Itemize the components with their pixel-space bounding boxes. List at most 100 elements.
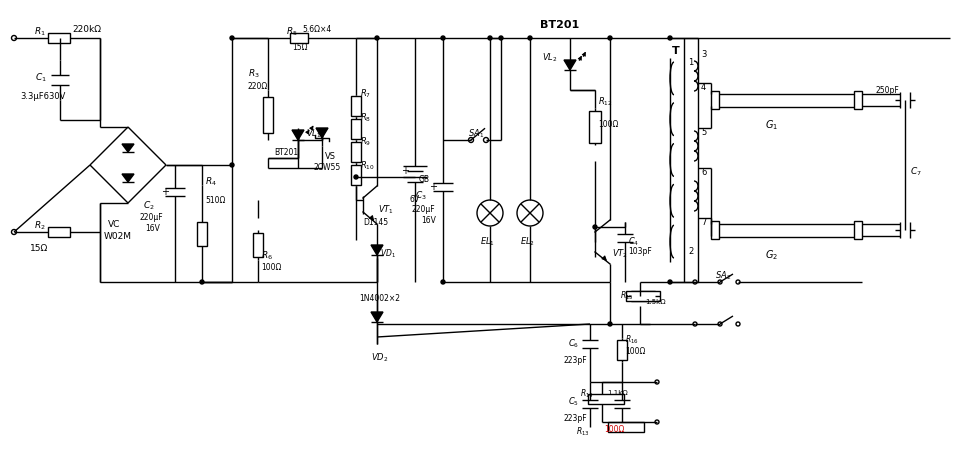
Text: $R_9$: $R_9$ <box>360 136 371 149</box>
Bar <box>711 91 719 109</box>
Text: 1: 1 <box>688 58 693 67</box>
Text: $C_6$: $C_6$ <box>568 338 579 350</box>
Text: $R_3$: $R_3$ <box>248 68 260 80</box>
Text: $G_1$: $G_1$ <box>765 118 778 132</box>
Circle shape <box>483 138 488 142</box>
Circle shape <box>488 36 492 40</box>
Text: BT201: BT201 <box>540 20 579 30</box>
Text: 100Ω: 100Ω <box>604 425 624 434</box>
Text: 223pF: 223pF <box>564 356 588 365</box>
Text: 3: 3 <box>701 50 707 59</box>
Bar <box>626 291 660 301</box>
Text: 15Ω: 15Ω <box>292 43 308 52</box>
Polygon shape <box>122 174 134 182</box>
Text: 4: 4 <box>701 83 706 92</box>
Circle shape <box>469 138 474 142</box>
Text: $R_{13}$: $R_{13}$ <box>576 425 590 437</box>
Text: GB: GB <box>419 175 430 184</box>
Text: 3.3μF630V: 3.3μF630V <box>20 92 65 101</box>
Text: 2CW55: 2CW55 <box>314 163 341 172</box>
Text: $VD_2$: $VD_2$ <box>371 352 388 365</box>
Text: $VL_2$: $VL_2$ <box>542 52 557 65</box>
Text: 5.6Ω×4: 5.6Ω×4 <box>302 25 331 34</box>
Text: 220μF: 220μF <box>411 205 434 214</box>
Circle shape <box>608 322 612 326</box>
Bar <box>253 233 263 257</box>
Text: D1145: D1145 <box>363 218 388 227</box>
Text: 100Ω: 100Ω <box>625 347 645 356</box>
Bar <box>48 33 70 43</box>
Text: 220Ω: 220Ω <box>248 82 269 91</box>
Text: $SA_1$: $SA_1$ <box>468 128 484 140</box>
Bar <box>48 227 70 237</box>
Circle shape <box>608 36 612 40</box>
Bar <box>631 291 655 301</box>
Text: $R_{12}$: $R_{12}$ <box>598 96 613 109</box>
Text: $R_{14}$: $R_{14}$ <box>580 388 594 400</box>
Circle shape <box>441 280 445 284</box>
Text: $R_1$: $R_1$ <box>34 25 46 38</box>
Text: $G_2$: $G_2$ <box>765 248 778 262</box>
Polygon shape <box>564 60 576 70</box>
Text: W02M: W02M <box>104 232 132 241</box>
Text: $C_5$: $C_5$ <box>568 396 579 408</box>
Polygon shape <box>292 130 304 140</box>
Circle shape <box>517 200 543 226</box>
Text: VC: VC <box>108 220 121 229</box>
Text: T: T <box>672 46 680 56</box>
Text: $R_7$: $R_7$ <box>360 88 371 100</box>
Circle shape <box>200 280 204 284</box>
Text: 103pF: 103pF <box>628 247 652 256</box>
Circle shape <box>655 420 659 424</box>
Circle shape <box>477 200 503 226</box>
Circle shape <box>693 322 697 326</box>
Circle shape <box>12 36 16 40</box>
Circle shape <box>655 380 659 384</box>
Bar <box>351 165 361 185</box>
Bar <box>351 141 361 161</box>
Text: $C_7$: $C_7$ <box>910 165 922 178</box>
Bar <box>854 221 862 239</box>
Text: 16V: 16V <box>421 216 436 225</box>
Text: $SA_2$: $SA_2$ <box>715 269 731 281</box>
Text: $C_4$: $C_4$ <box>628 236 640 248</box>
Text: $R_{16}$: $R_{16}$ <box>625 334 639 347</box>
Text: 5: 5 <box>701 128 706 137</box>
Circle shape <box>668 36 672 40</box>
Circle shape <box>499 36 503 40</box>
Circle shape <box>736 280 740 284</box>
Polygon shape <box>122 144 134 152</box>
Text: $R_{15}$: $R_{15}$ <box>620 290 634 303</box>
Text: BT201: BT201 <box>274 148 298 157</box>
Bar <box>588 394 624 404</box>
Bar <box>589 110 601 142</box>
Bar <box>715 224 858 237</box>
Text: $R_6$: $R_6$ <box>261 250 273 262</box>
Text: 220μF: 220μF <box>139 213 163 222</box>
Text: VS: VS <box>325 152 336 161</box>
Text: 100Ω: 100Ω <box>598 120 619 129</box>
Text: 510Ω: 510Ω <box>205 196 225 205</box>
Circle shape <box>736 322 740 326</box>
Text: 100Ω: 100Ω <box>261 263 281 272</box>
Text: 6: 6 <box>701 168 707 177</box>
Text: +: + <box>161 187 169 197</box>
Bar <box>715 94 858 107</box>
Bar <box>290 33 308 43</box>
Bar <box>263 97 273 133</box>
Circle shape <box>230 163 234 167</box>
Circle shape <box>375 36 379 40</box>
Bar <box>351 96 361 116</box>
Text: 15Ω: 15Ω <box>30 244 48 253</box>
Circle shape <box>12 229 16 235</box>
Text: 250pF: 250pF <box>875 86 899 95</box>
Text: $VL_1$: $VL_1$ <box>306 127 321 139</box>
Text: +: + <box>401 166 409 176</box>
Text: 16V: 16V <box>145 224 160 233</box>
Text: $VD_1$: $VD_1$ <box>380 248 396 260</box>
Circle shape <box>693 280 697 284</box>
Bar <box>608 422 644 432</box>
Polygon shape <box>371 312 383 322</box>
Bar <box>617 340 627 360</box>
Circle shape <box>354 175 358 179</box>
